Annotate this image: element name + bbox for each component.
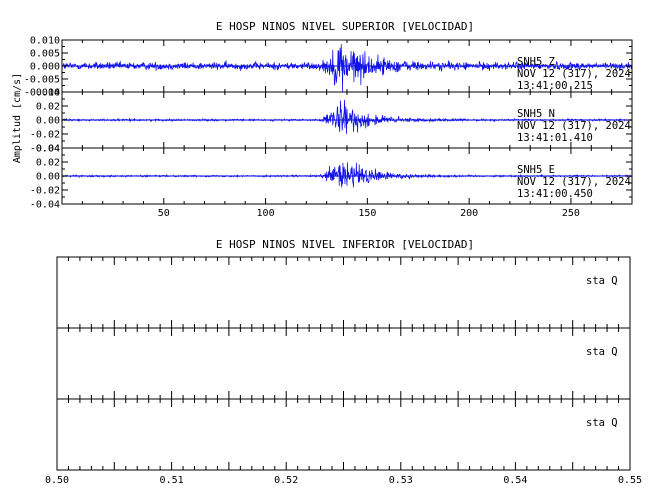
station-label: SNH5 Z [517,56,555,68]
x-tick-label: 0.55 [618,475,642,486]
lower-panel-frame [56,327,631,400]
station-label: sta Q [586,417,618,429]
upper-level-chart: E HOSP NINOS NIVEL SUPERIOR [VELOCIDAD] … [12,20,633,219]
seismic-trace-n [61,99,633,135]
y-tick-label: 0.00 [36,172,60,183]
upper-y-axis-label: Amplitud [cm/s] [12,73,23,163]
x-tick-label: 0.52 [274,475,298,486]
x-tick-label: 200 [460,208,478,219]
x-tick-label: 0.54 [503,475,527,486]
station-label: sta Q [586,346,618,358]
y-tick-label: 0.04 [36,88,60,99]
y-tick-label: -0.005 [24,75,60,86]
y-tick-label: 0.005 [30,49,60,60]
y-tick-label: -0.04 [30,200,60,211]
y-tick-label: -0.010 [24,88,60,99]
date-label: NOV 12 (317), 2024 [517,176,631,188]
upper-chart-title: E HOSP NINOS NIVEL SUPERIOR [VELOCIDAD] [216,20,474,33]
seismic-trace-e [61,162,633,188]
x-tick-label: 0.51 [160,475,184,486]
x-tick-label: 0.53 [389,475,413,486]
lower-panel-2: sta Q [56,327,631,400]
lower-chart-title: E HOSP NINOS NIVEL INFERIOR [VELOCIDAD] [216,238,474,251]
x-tick-label: 0.50 [45,475,69,486]
x-tick-label: 50 [158,208,170,219]
lower-level-chart: E HOSP NINOS NIVEL INFERIOR [VELOCIDAD] … [45,238,642,486]
lower-panel-frame [56,398,631,471]
y-tick-label: -0.02 [30,186,60,197]
station-label: SNH5 E [517,164,555,176]
seismic-trace-z [61,44,633,93]
y-tick-label: -0.02 [30,130,60,141]
y-tick-label: 0.02 [36,158,60,169]
date-label: NOV 12 (317), 2024 [517,120,631,132]
x-tick-label: 100 [257,208,275,219]
y-tick-label: 0.04 [36,144,60,155]
x-tick-label: 250 [562,208,580,219]
station-label: SNH5 N [517,108,555,120]
lower-panel-3: sta Q [56,398,631,471]
x-tick-label: 150 [358,208,376,219]
y-tick-label: 0.010 [30,36,60,47]
time-label: 13:41:00.450 [517,188,593,200]
lower-panel-frame [56,256,631,329]
y-tick-label: 0.000 [30,62,60,73]
station-label: sta Q [586,275,618,287]
y-tick-label: 0.02 [36,102,60,113]
time-label: 13:41:00.215 [517,80,593,92]
y-tick-label: 0.00 [36,116,60,127]
date-label: NOV 12 (317), 2024 [517,68,631,80]
time-label: 13:41:01.410 [517,132,593,144]
lower-panel-1: sta Q [56,256,631,329]
y-tick-label: -0.04 [30,144,60,155]
